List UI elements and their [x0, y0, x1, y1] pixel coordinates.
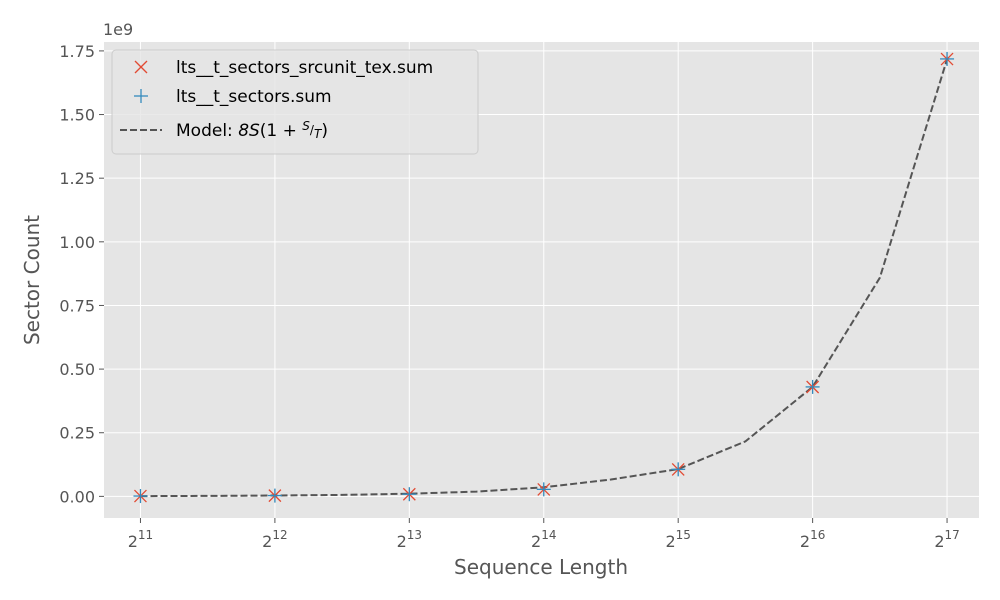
sectors-sum-point [805, 379, 820, 394]
y-offset-label: 1e9 [103, 20, 133, 39]
y-tick-label: 0.25 [59, 424, 95, 443]
series-markers [133, 51, 955, 504]
legend: lts__t_sectors_srcunit_tex.sum lts__t_sec… [111, 49, 479, 155]
sectors-sum-point [940, 51, 955, 66]
y-tick-label: 1.25 [59, 169, 95, 188]
legend-x-icon [134, 60, 148, 74]
x-tick-label: 213 [397, 528, 422, 551]
sectors-sum-point [671, 462, 686, 477]
x-tick-label: 215 [665, 528, 690, 551]
sectors-sum-point [267, 488, 282, 503]
x-tick-label: 217 [934, 528, 959, 551]
y-tick-label: 1.75 [59, 42, 95, 61]
legend-label: lts__t_sectors.sum [176, 87, 332, 107]
y-tick-label: 0.75 [59, 296, 95, 315]
axis-ticks: 211 212 213 214 215 216 217 0.00 0.25 0.50 0.75 1.0… [59, 42, 959, 551]
y-tick-label: 1.00 [59, 233, 95, 252]
y-tick-label: 1.50 [59, 106, 95, 125]
y-tick-label: 0.50 [59, 360, 95, 379]
x-tick-label: 212 [262, 528, 287, 551]
sectors-sum-point [402, 487, 417, 502]
sectors-sum-point [133, 489, 148, 504]
legend-plus-icon [134, 89, 148, 103]
sectors-sum-point [536, 482, 551, 497]
legend-box [111, 49, 479, 155]
x-axis-label: Sequence Length [454, 555, 628, 579]
x-tick-label: 211 [128, 528, 153, 551]
x-tick-label: 216 [800, 528, 825, 551]
legend-label: Model: 8S(1 + S/T) [176, 119, 328, 141]
x-tick-label: 214 [531, 528, 556, 551]
y-tick-label: 0.00 [59, 487, 95, 506]
legend-label: lts__t_sectors_srcunit_tex.sum [176, 58, 433, 78]
y-axis-label: Sector Count [20, 215, 44, 345]
